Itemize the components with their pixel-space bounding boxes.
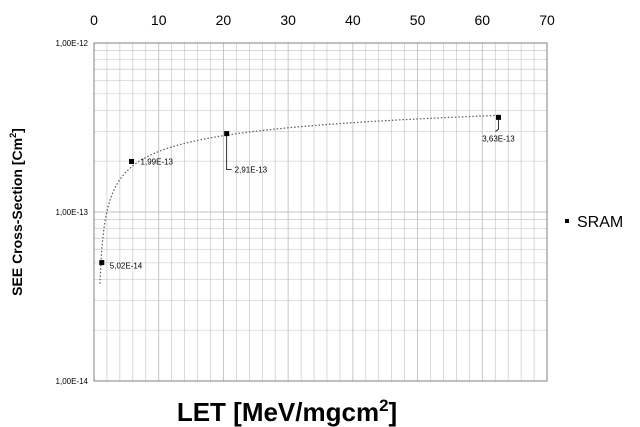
x-tick-label: 0: [90, 12, 98, 28]
x-tick-label: 60: [474, 12, 490, 28]
plot-area: [93, 42, 548, 382]
x-axis-ticks: 0 10 20 30 40 50 60 70: [90, 12, 555, 28]
legend-label: SRAM: [577, 214, 623, 231]
legend-marker: [565, 219, 569, 223]
y-tick-label: 1,00E-13: [56, 208, 89, 217]
y-tick-label: 1,00E-12: [56, 39, 89, 48]
y-tick-label: 1,00E-14: [56, 377, 89, 386]
data-label: 3,63E-13: [482, 134, 515, 143]
x-axis-title: LET [MeV/mgcm2]: [177, 396, 397, 427]
data-point: [129, 158, 135, 164]
x-tick-label: 50: [410, 12, 426, 28]
legend: SRAM: [565, 214, 623, 231]
leader-line: [226, 133, 232, 171]
x-tick-label: 30: [280, 12, 296, 28]
data-point: [99, 260, 105, 266]
data-label: 1,99E-13: [141, 157, 174, 166]
grid: [93, 42, 548, 382]
data-points: 5,02E-14 1,99E-13 2,91E-13 3,63E-13: [99, 114, 515, 271]
data-label: 5,02E-14: [110, 262, 143, 271]
trendline: [99, 114, 499, 284]
x-tick-label: 40: [345, 12, 361, 28]
x-tick-label: 20: [216, 12, 232, 28]
y-axis-ticks: 1,00E-12 1,00E-13 1,00E-14: [56, 39, 89, 386]
leader-line: [495, 117, 499, 132]
y-axis-title: SEE Cross-Section [Cm2]: [8, 128, 25, 296]
data-label: 2,91E-13: [235, 166, 268, 175]
x-tick-label: 70: [539, 12, 555, 28]
x-tick-label: 10: [151, 12, 167, 28]
